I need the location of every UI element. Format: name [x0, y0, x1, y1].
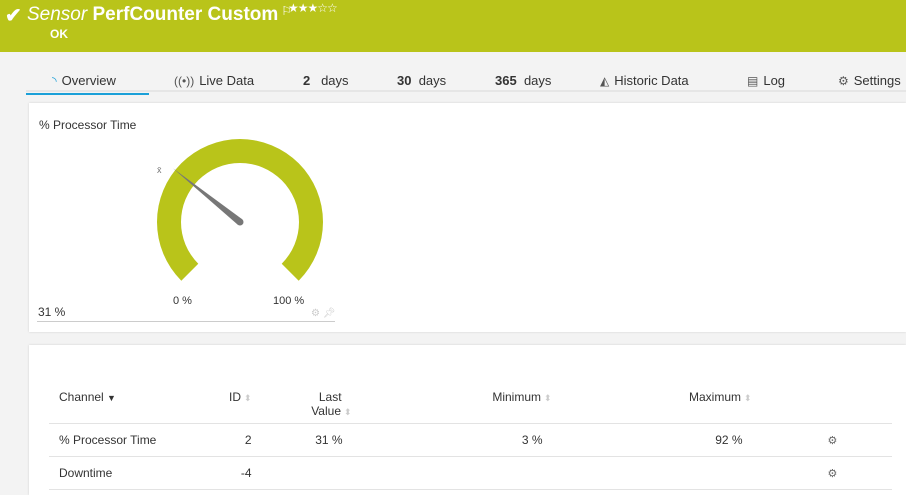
sort-icon: ⬍ — [544, 393, 552, 403]
tab-label: Overview — [61, 73, 116, 88]
tab-settings[interactable]: ⚙ Settings — [838, 73, 901, 88]
tab-num: 2 — [303, 73, 311, 88]
cell-id: 2 — [219, 423, 262, 457]
cell-channel[interactable]: Downtime — [49, 456, 219, 490]
tab-log[interactable]: ▤ Log — [747, 73, 785, 88]
header-label: ID — [229, 390, 241, 404]
col-channel[interactable]: Channel ▼ — [49, 385, 219, 424]
col-actions — [761, 385, 892, 424]
tab-label: Live Data — [199, 73, 255, 88]
tab-bar: ◝ Overview ((•)) Live Data 2 days 30 days … — [26, 66, 906, 95]
col-minimum[interactable]: Minimum ⬍ — [361, 385, 562, 424]
table-row[interactable]: Downtime -4 ⚙ — [49, 456, 892, 490]
sensor-header: ✔ Sensor PerfCounter Custom ⚐ ★★★☆☆ OK — [0, 0, 906, 52]
channels-panel: Channel ▼ ID ⬍ Last Value ⬍ Minimum ⬍ Maxim… — [29, 345, 906, 495]
header-label: Value — [311, 404, 341, 418]
broadcast-icon: ((•)) — [174, 74, 195, 88]
tab-label: Log — [763, 73, 786, 88]
gauge-hub — [236, 218, 244, 226]
gauge-max-label: 100 % — [273, 295, 305, 307]
tab-label: Historic Data — [614, 73, 689, 88]
cell-last: 31 % — [261, 423, 362, 457]
channel-settings-icon[interactable]: ⚙ — [827, 468, 838, 480]
header-label: Last — [318, 390, 342, 404]
tab-label: Settings — [853, 73, 901, 88]
tab-overview[interactable]: ◝ Overview — [26, 73, 149, 95]
gauge-icon: ◝ — [52, 74, 57, 88]
tab-num: 365 — [495, 73, 517, 88]
tab-365-days[interactable]: 365 days — [495, 73, 551, 88]
cell-minimum: 3 % — [361, 423, 562, 457]
cell-maximum: 92 % — [561, 423, 762, 457]
gauge-value-label: 31 % — [38, 305, 66, 319]
tab-historic-data[interactable]: ◭ Historic Data — [600, 73, 689, 88]
cell-channel[interactable]: % Processor Time — [49, 423, 219, 457]
tab-label: days — [418, 73, 447, 88]
header-label: Channel — [59, 390, 104, 404]
tab-2-days[interactable]: 2 days — [303, 73, 349, 88]
table-row[interactable]: % Processor Time 2 31 % 3 % 92 % ⚙ — [49, 423, 892, 457]
cell-last — [261, 456, 362, 490]
gauge-panel: % Processor Time x̄ 0 % 100 % 31 % ⚙ 📌︎ — [29, 103, 906, 332]
tab-label: days — [523, 73, 552, 88]
flag-icon[interactable]: ⚐ — [281, 4, 293, 18]
sort-icon: ⬍ — [744, 393, 752, 403]
priority-stars[interactable]: ★★★☆☆ — [288, 1, 338, 15]
tab-live-data[interactable]: ((•)) Live Data — [174, 73, 254, 88]
gauge-title: % Processor Time — [39, 118, 137, 132]
gear-icon[interactable]: ⚙ — [311, 308, 320, 319]
gauge-arc — [157, 139, 323, 281]
cell-id: -4 — [219, 456, 262, 490]
gauge-min-label: 0 % — [173, 295, 192, 307]
cell-maximum — [561, 456, 762, 490]
tab-30-days[interactable]: 30 days — [397, 73, 446, 88]
col-last-value[interactable]: Last Value ⬍ — [261, 385, 362, 424]
title-name: PerfCounter Custom — [92, 4, 279, 25]
gauge-tools: ⚙ 📌︎ — [311, 308, 335, 319]
gear-icon: ⚙ — [838, 74, 849, 88]
log-icon: ▤ — [747, 74, 759, 88]
sensor-title: Sensor PerfCounter Custom ⚐ — [27, 4, 292, 26]
sort-icon: ⬍ — [244, 393, 252, 403]
channel-settings-icon[interactable]: ⚙ — [827, 435, 838, 447]
col-maximum[interactable]: Maximum ⬍ — [561, 385, 762, 424]
channels-table: Channel ▼ ID ⬍ Last Value ⬍ Minimum ⬍ Maxim… — [49, 385, 892, 490]
col-id[interactable]: ID ⬍ — [219, 385, 262, 424]
sort-icon: ⬍ — [344, 407, 352, 417]
gauge-needle — [172, 168, 243, 225]
divider — [37, 321, 335, 322]
title-prefix: Sensor — [27, 4, 88, 25]
average-marker: x̄ — [157, 165, 162, 175]
tab-num: 30 — [397, 73, 412, 88]
gauge: x̄ — [157, 139, 323, 281]
sort-desc-icon: ▼ — [107, 393, 116, 403]
cell-minimum — [361, 456, 562, 490]
area-chart-icon: ◭ — [600, 74, 610, 88]
check-icon: ✔ — [5, 5, 22, 27]
header-label: Minimum — [492, 390, 541, 404]
status-text: OK — [50, 27, 68, 41]
pin-icon[interactable]: 📌︎ — [322, 308, 336, 319]
header-label: Maximum — [688, 390, 741, 404]
tab-label: days — [321, 73, 349, 88]
